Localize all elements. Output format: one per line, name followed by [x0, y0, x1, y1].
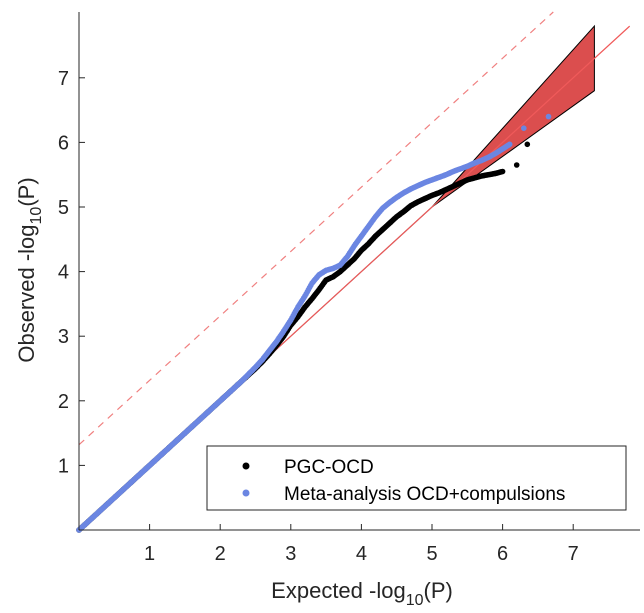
y-tick-label: 7 — [58, 68, 69, 90]
legend-marker — [242, 489, 250, 497]
y-tick-label: 4 — [58, 262, 69, 284]
y-tick-label: 1 — [58, 455, 69, 477]
data-point — [506, 141, 513, 148]
axes-group: 1 2 3 4 5 6 7 1 2 3 4 5 6 7 — [58, 12, 640, 565]
legend-marker — [242, 462, 250, 470]
legend-label: PGC-OCD — [284, 457, 374, 478]
x-tick-label: 6 — [497, 543, 508, 565]
y-tick-label: 3 — [58, 326, 69, 348]
data-points-group — [76, 113, 552, 533]
data-point — [524, 141, 531, 148]
y-tick-label: 5 — [58, 197, 69, 219]
x-tick-label: 7 — [568, 543, 579, 565]
y-tick-label: 6 — [58, 132, 69, 154]
x-tick-label: 3 — [285, 543, 296, 565]
x-tick-label: 4 — [356, 543, 367, 565]
x-axis-label: Expected -log10(P) — [271, 578, 453, 608]
data-point — [513, 162, 520, 168]
data-point — [545, 113, 552, 120]
x-tick-label: 5 — [426, 543, 437, 565]
data-point — [521, 125, 527, 131]
legend-label: Meta-analysis OCD+compulsions — [284, 484, 565, 505]
legend: PGC-OCD Meta-analysis OCD+compulsions — [206, 445, 627, 511]
legend-box — [206, 445, 627, 511]
data-point — [499, 168, 506, 175]
series-meta-analysis — [76, 113, 552, 533]
significance-threshold-line — [78, 11, 554, 446]
y-tick-label: 2 — [58, 391, 69, 413]
y-axis-label: Observed -log10(P) — [14, 177, 45, 362]
x-tick-label: 2 — [215, 543, 226, 565]
x-tick-label: 1 — [144, 543, 155, 565]
